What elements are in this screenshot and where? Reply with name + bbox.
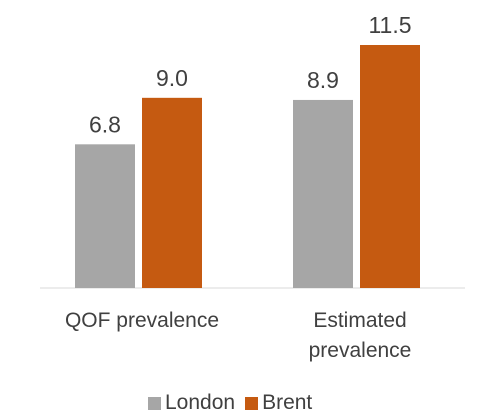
legend-swatch-london [148,396,161,410]
bar-brent-0 [142,97,202,289]
legend-item-brent: Brent [245,391,312,415]
bar-chart: 6.8 8.9 9.0 11.5 QOF prevalence Estimated pre… [40,12,465,362]
legend-label-brent: Brent [262,391,313,414]
category-label-0: QOF prevalence [65,309,219,332]
data-label-brent-0: 9.0 [156,65,188,91]
data-label-london-1: 8.9 [307,67,339,93]
data-label-london-0: 6.8 [89,111,121,137]
bar-london-0 [75,144,135,288]
bar-london-1 [293,99,353,288]
data-label-brent-1: 11.5 [368,12,411,38]
legend-item-london: London [148,391,235,415]
legend-swatch-brent [245,396,259,410]
legend-label-london: London [165,391,236,414]
category-label-1: Estimated prevalence [309,309,412,362]
legend: London Brent [148,391,322,415]
bar-brent-1 [360,45,420,288]
